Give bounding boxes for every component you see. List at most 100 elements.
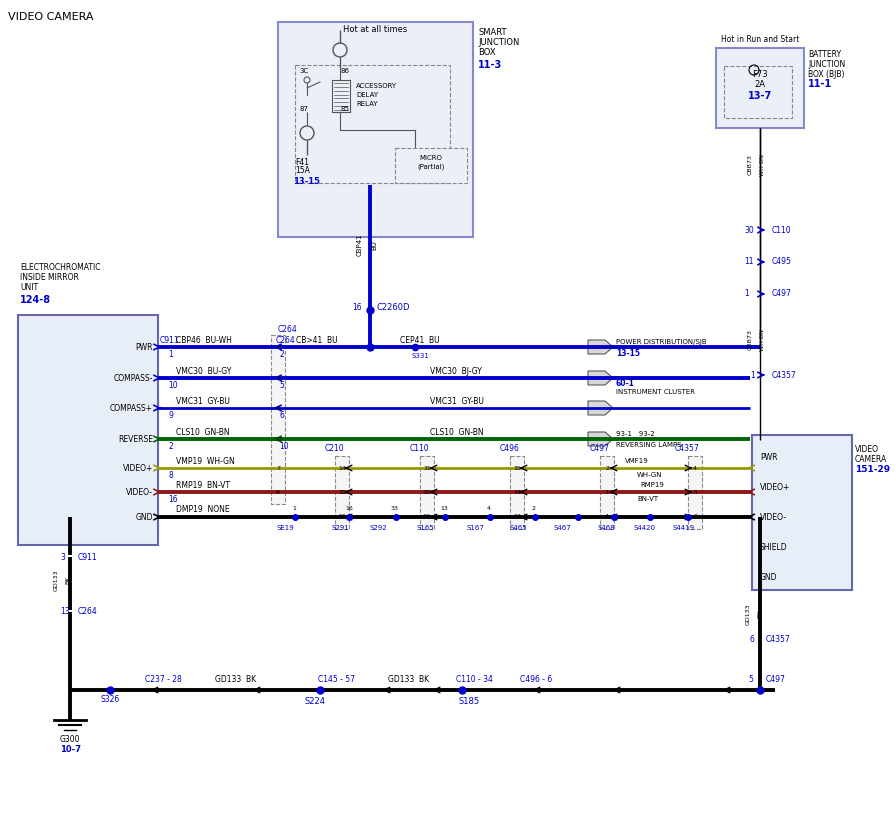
Bar (271, 335, 285, 504)
Text: 1: 1 (750, 370, 754, 379)
Text: VMC30  BJ-GY: VMC30 BJ-GY (430, 366, 482, 375)
Text: 33: 33 (391, 505, 399, 510)
Text: 15: 15 (338, 490, 346, 495)
Text: 31: 31 (423, 465, 431, 470)
Text: 30: 30 (744, 225, 754, 234)
Text: 33: 33 (423, 515, 431, 520)
Text: 13: 13 (60, 607, 70, 616)
Text: 7: 7 (276, 465, 280, 470)
Bar (752, 435, 852, 590)
Text: G300: G300 (60, 736, 81, 745)
Text: RELAY: RELAY (356, 101, 377, 107)
Bar (600, 456, 614, 529)
Text: 1: 1 (168, 349, 173, 359)
Bar (18, 315, 158, 545)
Text: 9: 9 (168, 410, 173, 420)
Text: 86: 86 (340, 68, 349, 74)
Text: C264: C264 (276, 335, 296, 344)
Text: BATTERY: BATTERY (808, 50, 841, 59)
Polygon shape (588, 401, 613, 415)
Text: 16: 16 (352, 304, 362, 313)
Text: VIDEO-: VIDEO- (760, 513, 787, 521)
Text: 3C: 3C (299, 68, 308, 74)
Text: MICRO: MICRO (419, 155, 443, 161)
Text: GD133  BK: GD133 BK (388, 676, 429, 685)
Text: CLS10  GN-BN: CLS10 GN-BN (430, 428, 484, 436)
Text: 32: 32 (423, 490, 431, 495)
Text: SMART: SMART (478, 28, 506, 37)
Text: VMC31  GY-BU: VMC31 GY-BU (430, 396, 484, 405)
Text: CAMERA: CAMERA (855, 455, 887, 464)
Text: 2: 2 (276, 344, 280, 349)
Text: VIDEO: VIDEO (855, 445, 879, 454)
Text: ACCESSORY: ACCESSORY (356, 83, 397, 89)
Text: 124-8: 124-8 (20, 295, 51, 305)
Text: C495: C495 (772, 258, 792, 267)
Text: C4357: C4357 (675, 444, 700, 453)
Text: 13: 13 (440, 505, 448, 510)
Text: BK: BK (757, 610, 762, 618)
Text: 10: 10 (279, 441, 289, 450)
Text: Hot in Run and Start: Hot in Run and Start (720, 35, 799, 44)
Text: S292: S292 (369, 525, 387, 531)
Text: 3: 3 (60, 552, 65, 561)
Text: RMP19: RMP19 (640, 482, 664, 488)
Text: 15A: 15A (295, 165, 310, 174)
Text: JUNCTION: JUNCTION (808, 60, 845, 69)
Text: 16: 16 (345, 505, 353, 510)
Text: 3: 3 (605, 490, 609, 495)
Text: PWR: PWR (760, 453, 778, 461)
Text: F73: F73 (752, 69, 768, 78)
Text: (Partial): (Partial) (418, 163, 444, 170)
Text: 93-1   93-2: 93-1 93-2 (616, 431, 655, 437)
Text: 11: 11 (744, 258, 754, 267)
Text: VIDEO+: VIDEO+ (123, 464, 153, 473)
Text: C4357: C4357 (772, 370, 797, 379)
Text: Hot at all times: Hot at all times (343, 25, 408, 34)
Text: GD133: GD133 (54, 569, 58, 590)
Text: 151-29: 151-29 (855, 465, 890, 474)
Bar (420, 456, 434, 529)
Text: 8: 8 (168, 470, 173, 480)
Text: GD133: GD133 (745, 603, 751, 625)
Text: BN-VT: BN-VT (637, 496, 659, 502)
Text: RMP19  BN-VT: RMP19 BN-VT (176, 480, 230, 490)
Text: S467: S467 (553, 525, 571, 531)
Text: SE19: SE19 (276, 525, 294, 531)
Bar (335, 456, 349, 529)
Text: POWER DISTRIBUTION/SJB: POWER DISTRIBUTION/SJB (616, 339, 707, 345)
Text: 2: 2 (693, 515, 697, 520)
Polygon shape (588, 432, 613, 446)
Text: F41: F41 (295, 158, 309, 167)
Text: S185: S185 (458, 697, 479, 706)
Text: C496: C496 (500, 444, 520, 453)
Text: CBB73: CBB73 (747, 329, 753, 350)
Bar (278, 22, 473, 237)
Bar (724, 66, 792, 118)
Text: CEP41  BU: CEP41 BU (400, 335, 440, 344)
Text: 14: 14 (338, 465, 346, 470)
Text: CBP46  BU-WH: CBP46 BU-WH (176, 335, 232, 344)
Text: VIDEO+: VIDEO+ (760, 483, 790, 491)
Text: VMC30  BU-GY: VMC30 BU-GY (176, 366, 231, 375)
Text: 15: 15 (513, 465, 521, 470)
Text: WH-GN: WH-GN (637, 472, 662, 478)
Text: 11-1: 11-1 (808, 79, 832, 89)
Text: UNIT: UNIT (20, 283, 39, 292)
Text: C497: C497 (772, 289, 792, 299)
Text: PWR: PWR (135, 343, 153, 351)
Text: COMPASS+: COMPASS+ (110, 404, 153, 413)
Text: BOX (BJB): BOX (BJB) (808, 70, 845, 79)
Text: S167: S167 (466, 525, 484, 531)
Text: 6: 6 (279, 410, 284, 420)
Text: 2: 2 (279, 349, 284, 359)
Text: JUNCTION: JUNCTION (478, 38, 520, 47)
Text: 16: 16 (338, 515, 346, 520)
Text: 10: 10 (274, 436, 282, 441)
Text: VMC31  GY-BU: VMC31 GY-BU (176, 396, 230, 405)
Text: S326: S326 (100, 696, 119, 705)
Text: 5: 5 (748, 676, 753, 685)
Text: 11-3: 11-3 (478, 60, 503, 70)
Text: VIDEO CAMERA: VIDEO CAMERA (8, 12, 93, 22)
Text: S224: S224 (304, 697, 325, 706)
